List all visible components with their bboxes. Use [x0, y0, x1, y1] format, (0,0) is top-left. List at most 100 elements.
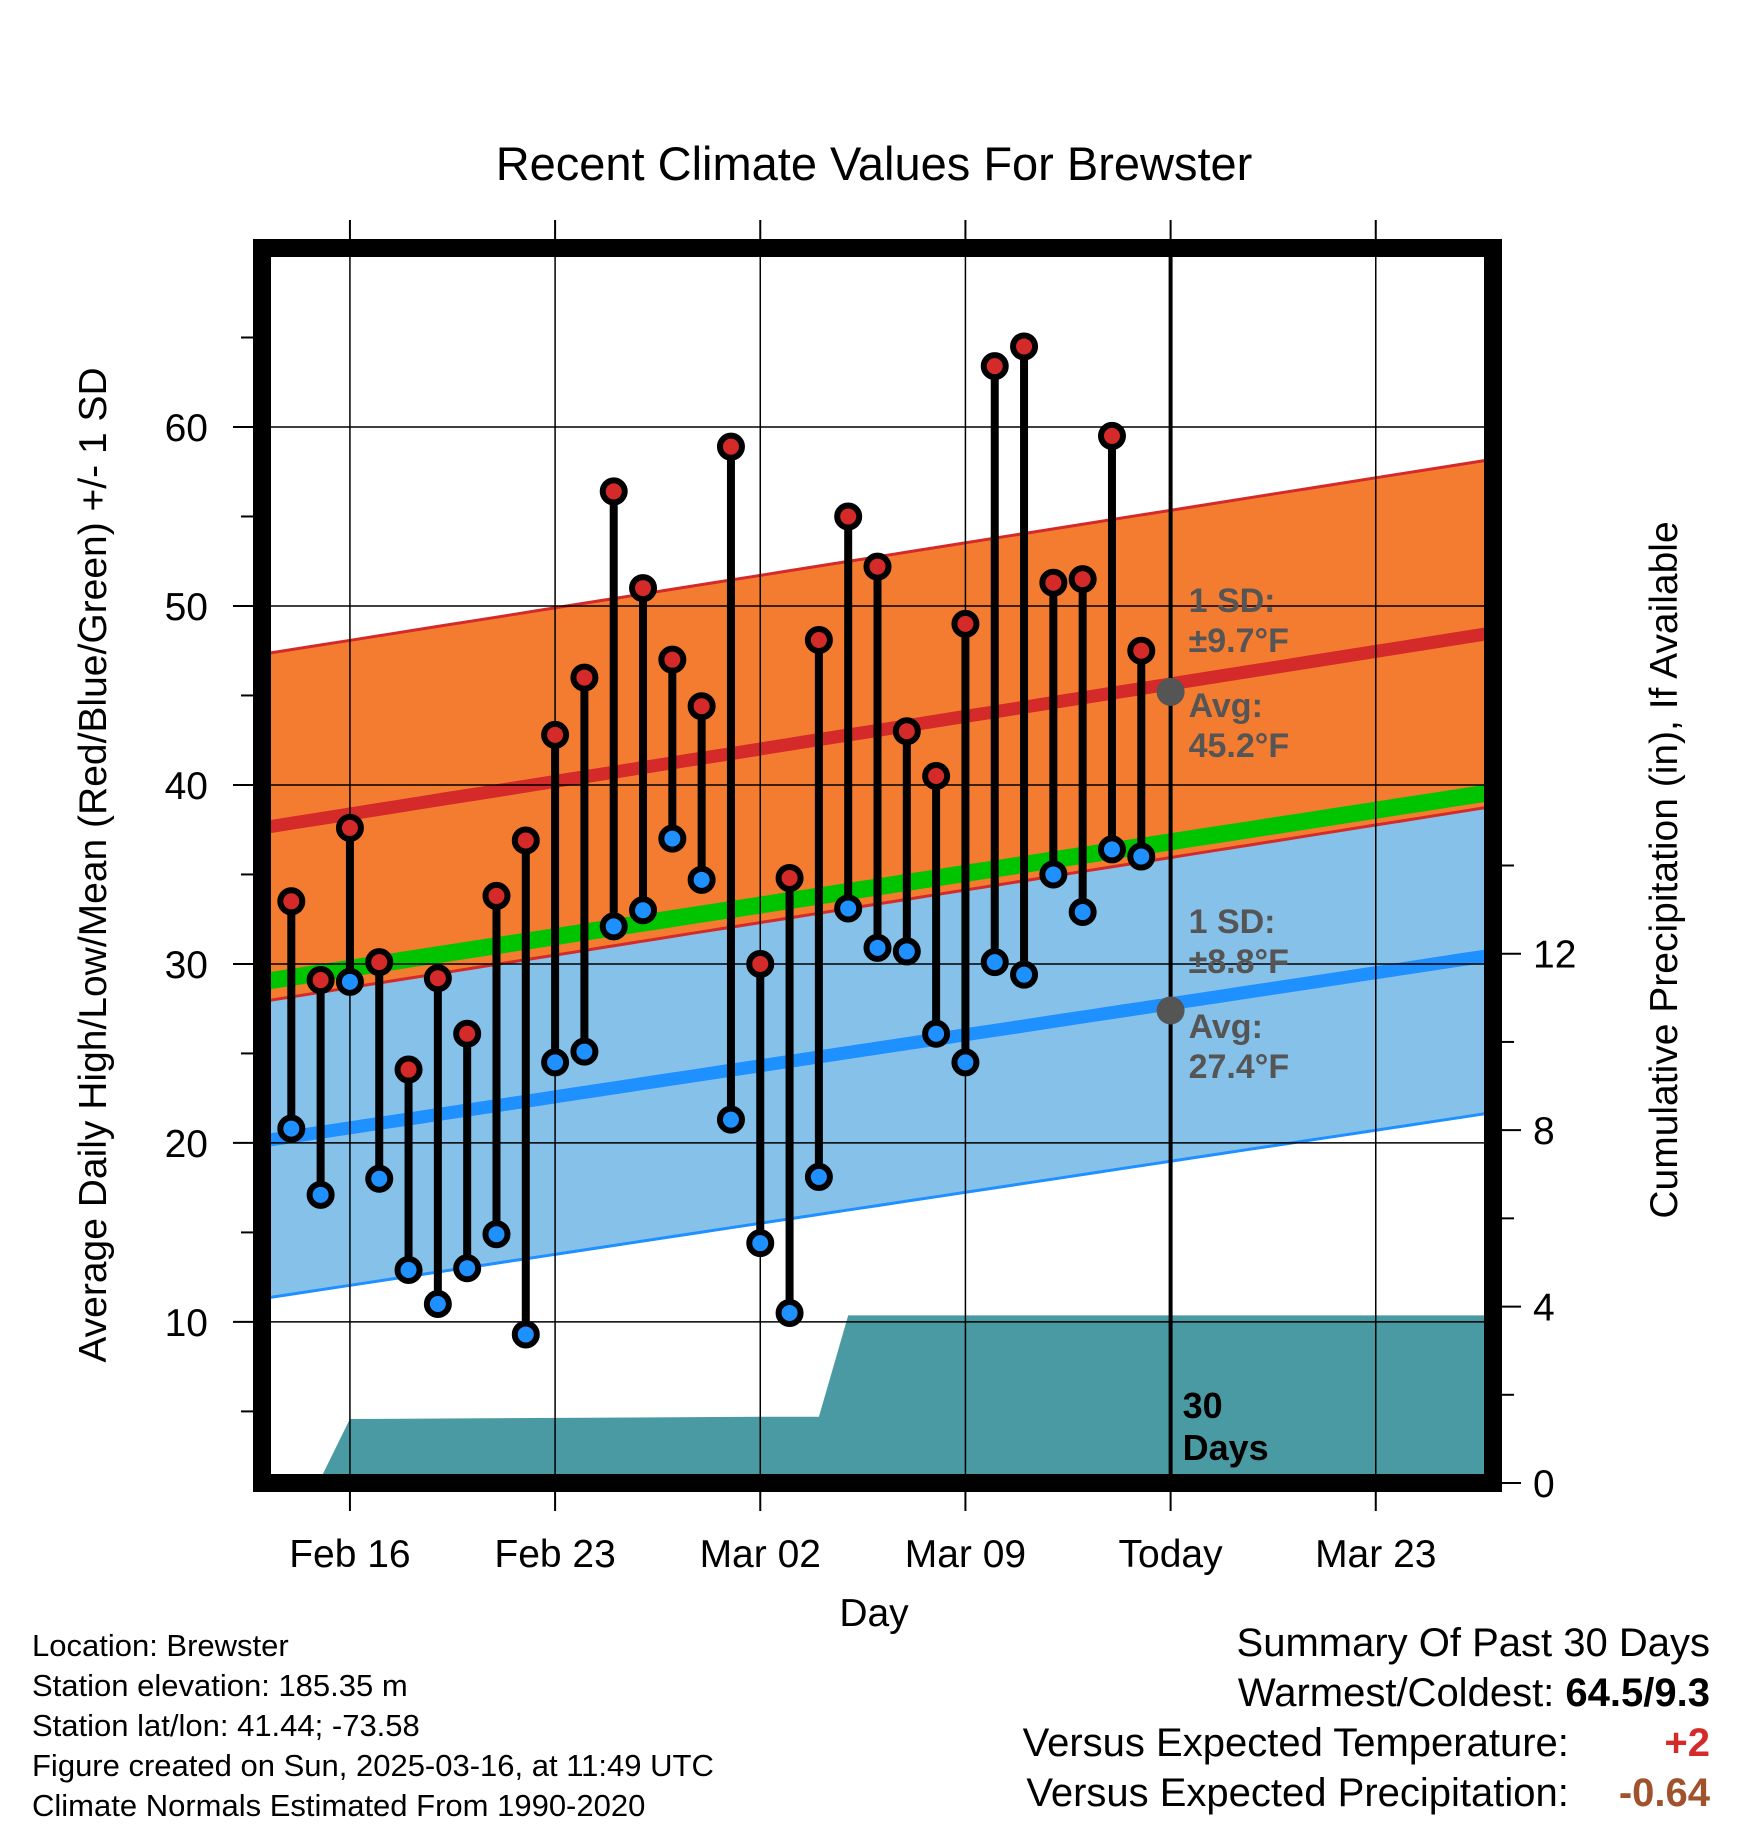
- summary-title: Summary Of Past 30 Days: [1236, 1621, 1710, 1665]
- y-tick-label: 30: [165, 944, 208, 987]
- low-point: [922, 1019, 951, 1048]
- low-point: [863, 933, 892, 962]
- x-axis-title: Day: [839, 1592, 909, 1635]
- low-point: [1097, 835, 1126, 864]
- temp-value: +2: [1664, 1721, 1710, 1765]
- low-point: [775, 1298, 804, 1327]
- high-point: [599, 477, 628, 506]
- y2-tick-label: 4: [1533, 1287, 1555, 1330]
- low-point: [277, 1114, 306, 1143]
- low-point: [365, 1164, 394, 1193]
- precip-label: Versus Expected Precipitation:: [1026, 1771, 1569, 1815]
- high-point: [863, 552, 892, 581]
- high-point: [453, 1019, 482, 1048]
- precip-row: Versus Expected Precipitation: -0.64: [1023, 1768, 1710, 1818]
- low-point: [306, 1180, 335, 1209]
- high-point: [570, 663, 599, 692]
- high-point: [951, 609, 980, 638]
- y-axis-title: Average Daily High/Low/Mean (Red/Blue/Gr…: [72, 367, 115, 1362]
- warmest-row: Warmest/Coldest: 64.5/9.3: [1023, 1668, 1710, 1718]
- low-point: [599, 912, 628, 941]
- warmest-label: Warmest/Coldest:: [1237, 1671, 1555, 1715]
- x-tick-label: Today: [1119, 1533, 1224, 1576]
- high-point: [658, 645, 687, 674]
- station-info: Location: Brewster Station elevation: 18…: [32, 1626, 714, 1826]
- low-sd-annotation: 1 SD: ±8.8°F: [1189, 903, 1289, 981]
- high-point: [541, 720, 570, 749]
- high-point: [482, 881, 511, 910]
- low-point: [658, 824, 687, 853]
- temp-row: Versus Expected Temperature: +2: [1023, 1718, 1710, 1768]
- y2-tick-label: 8: [1533, 1110, 1555, 1153]
- window-annotation: 30 Days: [1183, 1385, 1269, 1468]
- plot-frame: [253, 239, 1502, 1492]
- high-point: [394, 1055, 423, 1084]
- low-point: [1127, 842, 1156, 871]
- warmest-value: 64.5/9.3: [1565, 1671, 1710, 1715]
- low-point: [453, 1254, 482, 1283]
- low-point: [629, 896, 658, 925]
- low-point: [687, 865, 716, 894]
- low-point: [980, 948, 1009, 977]
- y2-tick-label: 12: [1533, 934, 1576, 977]
- high-point: [716, 432, 745, 461]
- high-point: [1097, 421, 1126, 450]
- low-point: [746, 1229, 775, 1258]
- high-point: [1010, 332, 1039, 361]
- normals-text: Climate Normals Estimated From 1990-2020: [32, 1788, 646, 1823]
- low-point: [804, 1162, 833, 1191]
- high-point: [892, 717, 921, 746]
- plot-area: [262, 248, 1493, 1483]
- created-text: Figure created on Sun, 2025-03-16, at 11…: [32, 1748, 714, 1783]
- high-point: [277, 887, 306, 916]
- high-point: [687, 692, 716, 721]
- y2-tick-label: 0: [1533, 1463, 1555, 1506]
- high-point: [1039, 568, 1068, 597]
- low-point: [482, 1220, 511, 1249]
- y-tick-label: 20: [165, 1123, 208, 1166]
- high-point: [922, 762, 951, 791]
- high-point: [335, 813, 364, 842]
- low-point: [1010, 960, 1039, 989]
- high-avg-marker: [1156, 677, 1185, 706]
- low-point: [1039, 860, 1068, 889]
- temp-label: Versus Expected Temperature:: [1022, 1721, 1569, 1765]
- high-point: [365, 948, 394, 977]
- high-point: [980, 352, 1009, 381]
- location-text: Location: Brewster: [32, 1628, 289, 1663]
- low-point: [423, 1290, 452, 1319]
- low-point: [394, 1256, 423, 1285]
- low-point: [570, 1037, 599, 1066]
- low-point: [716, 1105, 745, 1134]
- latlon-text: Station lat/lon: 41.44; -73.58: [32, 1708, 420, 1743]
- high-avg-annotation: Avg: 45.2°F: [1189, 687, 1290, 765]
- y2-axis-title: Cumulative Precipitation (in), If Availa…: [1643, 521, 1686, 1218]
- high-point: [1068, 565, 1097, 594]
- x-tick-label: Mar 23: [1315, 1533, 1436, 1576]
- chart-title: Recent Climate Values For Brewster: [496, 137, 1253, 190]
- low-point: [541, 1048, 570, 1077]
- x-tick-label: Feb 16: [289, 1533, 410, 1576]
- low-point: [511, 1320, 540, 1349]
- y-tick-label: 50: [165, 586, 208, 629]
- precipitation-area: [262, 1315, 1493, 1483]
- y-tick-label: 40: [165, 765, 208, 808]
- low-avg-marker: [1156, 996, 1185, 1025]
- elevation-text: Station elevation: 185.35 m: [32, 1668, 408, 1703]
- x-tick-label: Feb 23: [494, 1533, 615, 1576]
- low-point: [892, 937, 921, 966]
- low-point: [335, 967, 364, 996]
- x-tick-label: Mar 09: [905, 1533, 1026, 1576]
- high-point: [511, 826, 540, 855]
- y-tick-label: 10: [165, 1302, 208, 1345]
- precip-value: -0.64: [1618, 1771, 1710, 1815]
- summary-panel: Summary Of Past 30 Days Warmest/Coldest:…: [1023, 1618, 1710, 1818]
- high-point: [775, 864, 804, 893]
- low-avg-annotation: Avg: 27.4°F: [1189, 1008, 1290, 1086]
- high-point: [306, 966, 335, 995]
- high-point: [629, 574, 658, 603]
- high-point: [746, 949, 775, 978]
- high-point: [804, 625, 833, 654]
- high-point: [423, 964, 452, 993]
